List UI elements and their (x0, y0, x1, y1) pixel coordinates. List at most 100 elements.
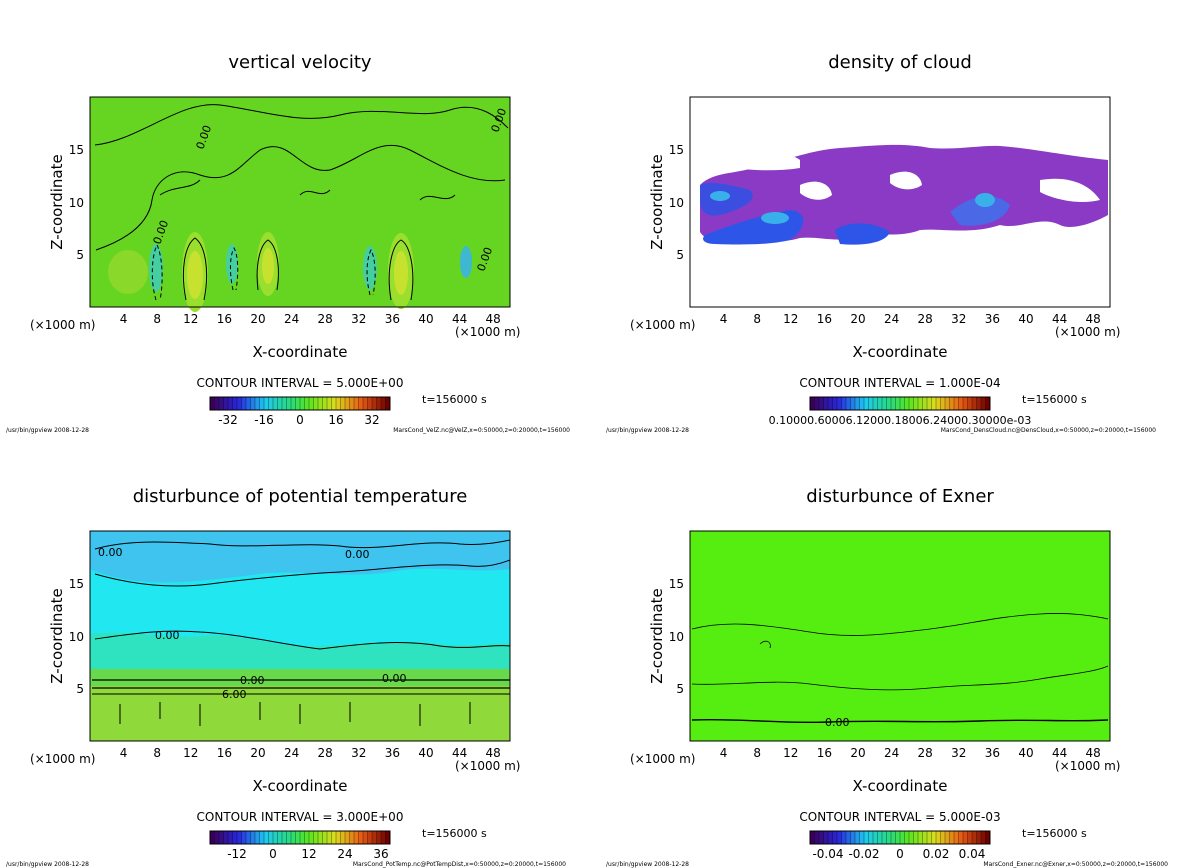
x-unit-right: (×1000 m) (1055, 325, 1120, 339)
y-tick-label: 15 (69, 143, 84, 157)
contour-line (94, 539, 511, 550)
colorbar-tick-label: -12 (227, 847, 247, 861)
colorbar-cell (362, 830, 368, 845)
x-tick-label: 4 (120, 312, 128, 326)
y-axis-title: Z-coordinate (648, 154, 666, 249)
field-blob (262, 248, 274, 284)
colorbar-cell (877, 396, 883, 411)
colorbar-cell (254, 830, 260, 845)
x-axis-title: X-coordinate (853, 343, 948, 361)
contour-line (94, 559, 511, 587)
colorbar-cell (940, 396, 946, 411)
colorbar-cell (241, 830, 247, 845)
colorbar-cell (281, 830, 287, 845)
plot-area: 0.00 0.00 0.00 0.00 0.00 6.00 (89, 530, 511, 742)
colorbar-cell (899, 396, 905, 411)
colorbar-cell (877, 830, 883, 845)
colorbar-cell (967, 830, 973, 845)
colorbar-tick-labels: 0.10000.60006.12000.18006.24000.30000e-0… (769, 414, 1032, 427)
density-of-cloud-chart: density of cloud 4 8 12 16 20 24 28 32 (606, 52, 1156, 434)
x-tick-label: 8 (153, 746, 161, 760)
panel-potential-temperature: disturbunce of potential temperature 0.0… (0, 434, 600, 868)
colorbar-cell (281, 396, 287, 411)
colorbar-cell (913, 830, 919, 845)
cloud-hole (890, 171, 922, 190)
colorbar-cell (904, 830, 910, 845)
colorbar-cell (881, 396, 887, 411)
cloud-core (975, 193, 995, 207)
colorbar-cell (331, 830, 337, 845)
colorbar-cell (827, 396, 833, 411)
colorbar-tick-label: 0 (896, 847, 904, 861)
x-tick-label: 8 (753, 746, 761, 760)
colorbar-cells (209, 830, 391, 845)
field-blob (149, 244, 163, 292)
x-tick-label: 24 (884, 312, 899, 326)
x-unit-right: (×1000 m) (455, 325, 520, 339)
colorbar-cell (326, 830, 332, 845)
y-tick-label: 15 (669, 577, 684, 591)
colorbar-cell (863, 830, 869, 845)
colorbar-cells (209, 396, 391, 411)
colorbar-cell (295, 396, 301, 411)
y-tick-label: 10 (69, 196, 84, 210)
colorbar-cell (836, 396, 842, 411)
field-blob (460, 246, 472, 278)
colorbar-cell (886, 396, 892, 411)
colorbar-cell (344, 396, 350, 411)
colorbar-cell (980, 396, 986, 411)
x-axis-title: X-coordinate (853, 777, 948, 795)
x-tick-label: 36 (385, 746, 400, 760)
colorbar-cell (859, 396, 865, 411)
footer-left: /usr/bin/gpview 2008-12-28 (606, 861, 689, 868)
field-band (90, 632, 510, 669)
cloud-hole (1040, 178, 1100, 203)
colorbar-cell (223, 830, 229, 845)
plot-area: 0.00 (689, 530, 1111, 742)
x-tick-label: 48 (1086, 312, 1101, 326)
x-tick-label: 32 (951, 312, 966, 326)
x-tick-label: 20 (250, 746, 265, 760)
colorbar-cell (385, 830, 391, 845)
x-tick-label: 28 (918, 312, 933, 326)
x-tick-label: 32 (351, 312, 366, 326)
colorbar: -0.04 -0.02 0 0.02 0.04 (809, 830, 991, 861)
chart-title: density of cloud (828, 52, 972, 73)
exner-chart: disturbunce of Exner 0.00 4 8 12 16 20 2… (606, 486, 1168, 868)
colorbar-cell (304, 830, 310, 845)
colorbar-cell (290, 396, 296, 411)
colorbar-cell (353, 830, 359, 845)
vertical-velocity-chart: vertical velocity 0.00 0.00 0. (6, 52, 570, 434)
colorbar-cell (895, 396, 901, 411)
colorbar-cell (935, 396, 941, 411)
colorbar-cell (935, 830, 941, 845)
contour-line (691, 665, 1109, 691)
field-band (90, 531, 510, 583)
colorbar-tick-label: 0 (269, 847, 277, 861)
colorbar-cell (358, 396, 364, 411)
colorbar-cell (836, 830, 842, 845)
field-blob (226, 244, 238, 284)
colorbar-cell (872, 396, 878, 411)
colorbar-cell (827, 830, 833, 845)
contour-interval-text: CONTOUR INTERVAL = 5.000E-03 (799, 810, 1000, 824)
x-tick-label: 40 (418, 312, 433, 326)
colorbar-cell (814, 396, 820, 411)
colorbar-cell (295, 830, 301, 845)
contour-line (94, 630, 511, 650)
x-axis: 4 8 12 16 20 24 28 32 36 40 44 48 (×1000… (630, 746, 1120, 795)
colorbar-cell (277, 830, 283, 845)
colorbar-cell (971, 396, 977, 411)
colorbar-cell (214, 830, 220, 845)
x-tick-label: 4 (720, 312, 728, 326)
x-tick-label: 16 (217, 312, 232, 326)
chart-title: disturbunce of Exner (806, 486, 994, 507)
footer-right: MarsCond_Exner.nc@Exner,x=0:50000,z=0:20… (983, 861, 1168, 868)
colorbar-cell (845, 830, 851, 845)
colorbar-cell (304, 396, 310, 411)
colorbar-cell (908, 396, 914, 411)
colorbar-cell (245, 396, 251, 411)
x-tick-label: 32 (351, 746, 366, 760)
y-tick-label: 10 (669, 630, 684, 644)
colorbar-cell (277, 396, 283, 411)
